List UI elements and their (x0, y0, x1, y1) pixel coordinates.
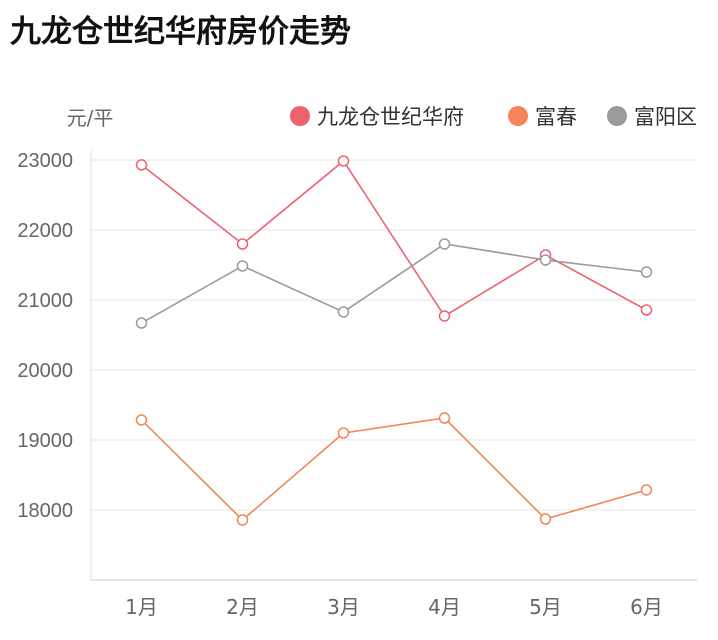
legend-label: 富春 (535, 105, 577, 129)
y-tick-label: 23000 (17, 150, 73, 172)
data-point (337, 155, 350, 167)
legend-marker (607, 106, 627, 126)
y-axis-label: 元/平 (67, 106, 114, 130)
data-point (236, 260, 249, 272)
series-line (140, 417, 647, 522)
x-tick-label: 3月 (327, 595, 360, 619)
x-tick-label: 4月 (428, 595, 461, 619)
data-point (236, 238, 249, 250)
data-point (135, 159, 148, 171)
data-point (337, 427, 350, 439)
chart-title: 九龙仓世纪华府房价走势 (10, 14, 351, 50)
data-point (438, 412, 451, 424)
data-point (539, 254, 552, 266)
x-tick-label: 5月 (529, 595, 562, 619)
y-tick-label: 21000 (17, 290, 73, 312)
legend-label: 九龙仓世纪华府 (317, 105, 464, 129)
data-point (236, 514, 249, 526)
series-line (141, 159, 647, 318)
x-tick-label: 1月 (125, 595, 158, 619)
data-point (438, 238, 451, 250)
data-point (539, 513, 552, 525)
x-tick-label: 2月 (226, 595, 259, 619)
legend-marker (290, 106, 310, 126)
y-tick-label: 22000 (17, 220, 73, 242)
data-point (337, 306, 350, 318)
y-tick-label: 18000 (17, 500, 73, 522)
series-line (141, 243, 647, 324)
data-point (135, 414, 148, 426)
data-point (640, 484, 653, 496)
y-tick-label: 19000 (17, 430, 73, 452)
legend-label: 富阳区 (634, 105, 697, 129)
data-point (640, 304, 653, 316)
x-tick-label: 6月 (630, 595, 663, 619)
data-point (640, 266, 653, 278)
y-tick-label: 20000 (17, 360, 73, 382)
data-point (438, 310, 451, 322)
legend-marker (508, 106, 528, 126)
data-point (135, 317, 148, 329)
